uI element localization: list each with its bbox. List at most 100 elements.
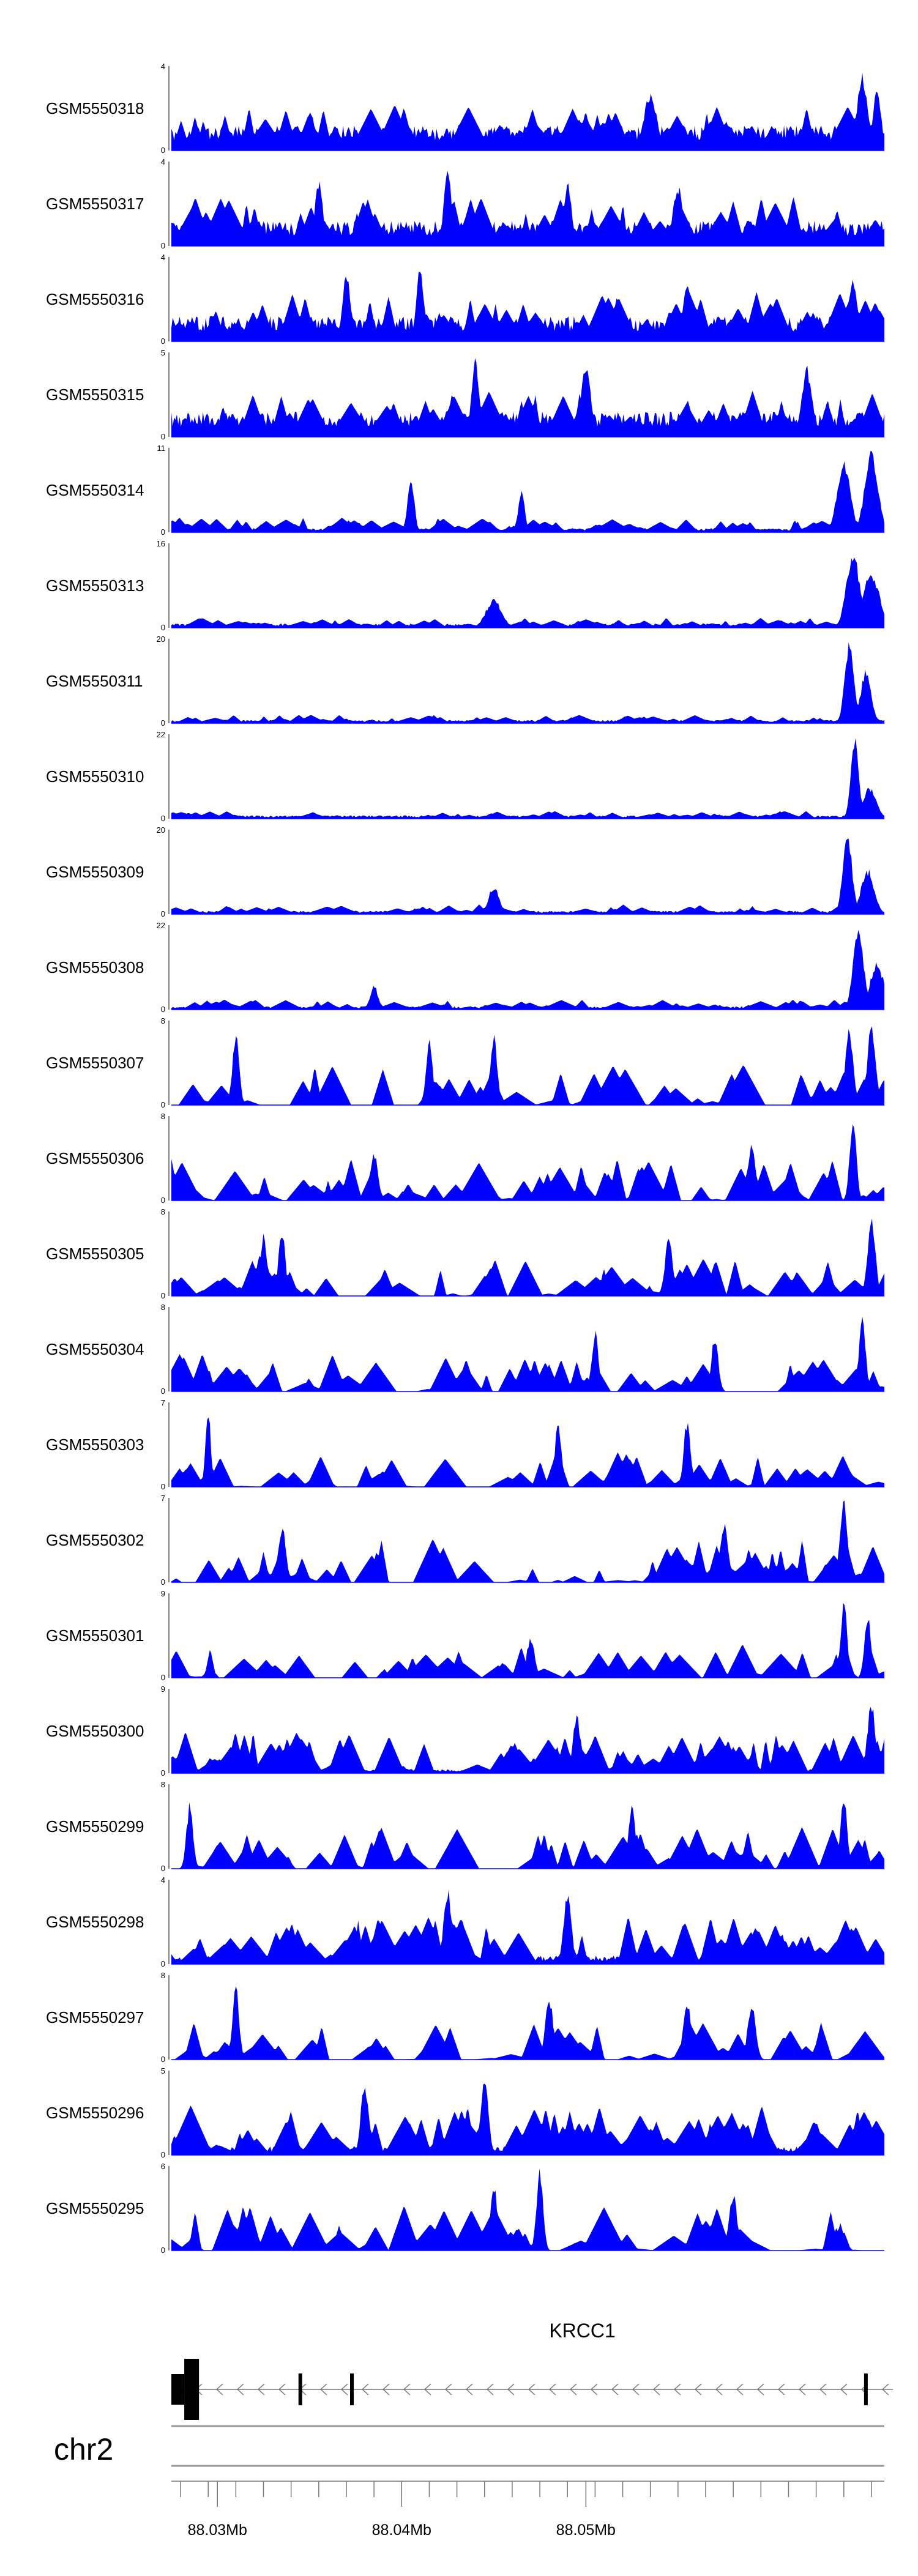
y-max-label: 22 [157,730,165,739]
strand-arrow [715,2383,723,2395]
y-max-label: 8 [161,1016,165,1026]
y-zero-label: 0 [161,623,165,632]
track-label: GSM5550318 [46,99,144,117]
strand-arrow [632,2383,640,2395]
track-label: GSM5550297 [46,2008,144,2027]
y-zero-label: 0 [161,1673,165,1682]
gene-exon [864,2373,868,2405]
coverage-area [171,358,884,437]
y-zero-label: 0 [161,1959,165,1968]
track-label: GSM5550295 [46,2199,144,2217]
track-label: GSM5550317 [46,195,144,213]
y-zero-label: 0 [161,2055,165,2064]
strand-arrow [840,2383,848,2395]
y-max-label: 22 [157,921,165,930]
track-label: GSM5550316 [46,290,144,308]
coverage-track: GSM5550301 9 0 [46,1589,884,1682]
gene-exon [171,2374,185,2405]
coverage-track: GSM5550316 4 0 [46,253,884,346]
coverage-track: GSM5550315 5 0 [46,348,884,441]
strand-arrow [507,2383,515,2395]
strand-arrow [736,2383,744,2395]
coverage-area [171,738,884,819]
coverage-track: GSM5550318 4 0 [46,62,884,155]
strand-arrow [424,2383,431,2395]
y-max-label: 4 [161,157,165,166]
y-zero-label: 0 [161,527,165,537]
coverage-area [171,1889,884,1964]
y-max-label: 4 [161,1875,165,1885]
y-max-label: 4 [161,62,165,71]
y-max-label: 8 [161,1303,165,1312]
y-zero-label: 0 [161,1768,165,1778]
track-label: GSM5550310 [46,767,144,786]
coverage-area [171,171,884,246]
strand-arrow [819,2383,827,2395]
strand-arrow [611,2383,619,2395]
y-zero-label: 0 [161,337,165,346]
strand-arrow [361,2383,369,2395]
track-label: GSM5550307 [46,1054,144,1072]
strand-arrow [236,2383,244,2395]
y-max-label: 7 [161,1398,165,1407]
strand-arrow [465,2383,473,2395]
axis-tick-label: 88.04Mb [372,2522,431,2539]
y-zero-label: 0 [161,1196,165,1205]
track-label: GSM5550309 [46,863,144,881]
gene-exon [350,2373,354,2405]
coverage-track: GSM5550302 7 0 [46,1494,884,1587]
track-label: GSM5550315 [46,385,144,404]
strand-arrow [694,2383,702,2395]
coverage-track: GSM5550296 5 0 [46,2066,884,2159]
coverage-tracks: GSM555031840GSM555031740GSM555031640GSM5… [46,62,884,2255]
gene-name-label: KRCC1 [549,2320,615,2342]
coverage-track: GSM5550307 8 0 [46,1016,884,1109]
strand-arrow [403,2383,411,2395]
strand-arrow [257,2383,265,2395]
strand-arrow [444,2383,452,2395]
coverage-track: GSM5550303 7 0 [46,1398,884,1491]
coverage-track: GSM5550311 20 0 [46,635,884,728]
coverage-track: GSM5550298 4 0 [46,1875,884,1968]
coverage-area [171,1802,884,1869]
strand-arrow [652,2383,660,2395]
strand-arrow [278,2383,286,2395]
coverage-area [171,2168,884,2250]
y-zero-label: 0 [161,909,165,918]
strand-arrow [382,2383,390,2395]
track-label: GSM5550304 [46,1340,144,1358]
coverage-area [171,1707,884,1773]
strand-arrow [340,2383,348,2395]
coverage-area [171,1316,884,1391]
y-zero-label: 0 [161,1577,165,1587]
y-zero-label: 0 [161,1482,165,1491]
track-label: GSM5550311 [46,672,143,690]
strand-arrow [215,2383,223,2395]
track-label: GSM5550301 [46,1626,144,1645]
axis-tick-label: 88.03Mb [188,2522,247,2539]
y-max-label: 20 [157,635,165,644]
y-zero-label: 0 [161,1100,165,1109]
coverage-track: GSM5550299 8 0 [46,1780,884,1873]
coverage-track: GSM5550309 20 0 [46,825,884,918]
y-max-label: 6 [161,2162,165,2171]
y-zero-label: 0 [161,146,165,155]
chromosome-track: chr2 [54,2425,884,2467]
y-max-label: 9 [161,1589,165,1598]
y-zero-label: 0 [161,718,165,728]
y-max-label: 8 [161,1207,165,1216]
strand-arrow [777,2383,785,2395]
chromosome-label: chr2 [54,2432,113,2466]
coverage-track: GSM5550295 6 0 [46,2162,884,2255]
track-label: GSM5550305 [46,1245,144,1263]
y-zero-label: 0 [161,241,165,250]
strand-arrow [881,2383,889,2395]
gene-exon [184,2359,200,2420]
coverage-area [171,272,884,341]
y-max-label: 8 [161,1112,165,1121]
coverage-area [171,1417,884,1487]
coverage-track: GSM5550310 22 0 [46,730,884,823]
y-max-label: 7 [161,1494,165,1503]
track-label: GSM5550299 [46,1817,144,1836]
track-label: GSM5550302 [46,1531,144,1549]
